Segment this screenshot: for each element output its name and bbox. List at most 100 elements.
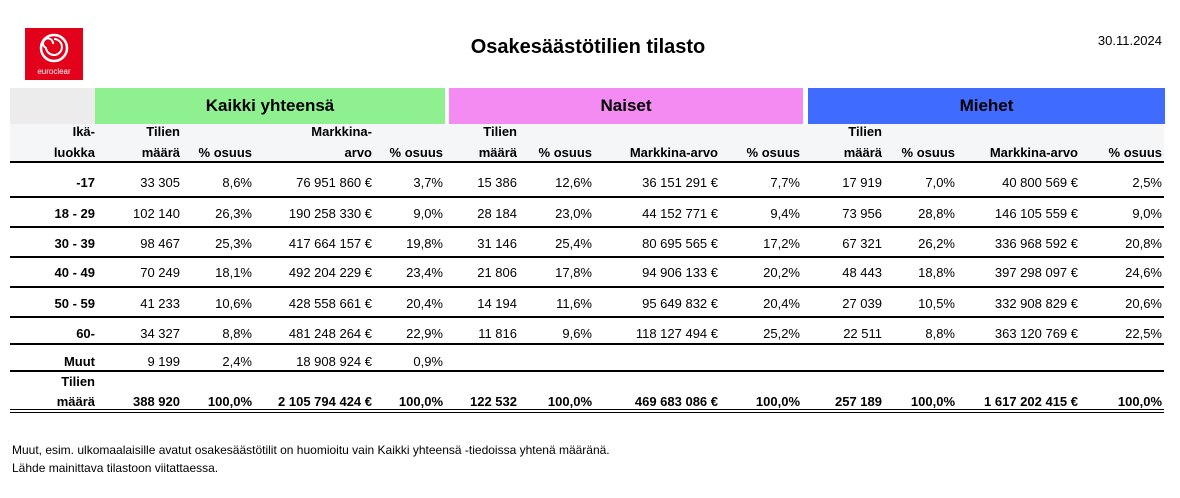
cell: 7,7% xyxy=(770,175,800,190)
cell: 23,0% xyxy=(555,206,592,221)
rule xyxy=(10,412,1164,413)
cell: 9,0% xyxy=(1132,206,1162,221)
group-header: Kaikki yhteensä xyxy=(95,88,445,124)
cell: 28,8% xyxy=(918,206,955,221)
cell: 2,5% xyxy=(1132,175,1162,190)
group-header: Miehet xyxy=(808,88,1165,124)
cell: 2 105 794 424 € xyxy=(278,394,372,409)
column-header: määrä xyxy=(141,145,180,160)
cell: 11,6% xyxy=(556,296,592,311)
row-label: -17 xyxy=(76,175,95,190)
cell: 12,6% xyxy=(555,175,592,190)
cell: 100,0% xyxy=(910,394,955,409)
column-header: arvo xyxy=(344,145,372,160)
cell: 95 649 832 € xyxy=(642,296,718,311)
column-header: määrä xyxy=(478,145,517,160)
cell: 118 127 494 € xyxy=(635,326,718,341)
cell: 336 968 592 € xyxy=(994,236,1078,251)
column-header: Tilien xyxy=(146,124,180,139)
column-header: % osuus xyxy=(746,145,800,160)
cell: 18 908 924 € xyxy=(296,354,372,369)
cell: 26,3% xyxy=(215,206,252,221)
row-label: 40 - 49 xyxy=(54,265,95,280)
cell: 8,8% xyxy=(925,326,955,341)
column-header: määrä xyxy=(843,145,882,160)
header-corner xyxy=(10,88,95,124)
cell: 363 120 769 € xyxy=(994,326,1078,341)
cell: 1 617 202 415 € xyxy=(984,394,1078,409)
cell: 19,8% xyxy=(406,236,443,251)
cell: 21 806 xyxy=(477,265,517,280)
cell: 100,0% xyxy=(207,394,252,409)
column-header: luokka xyxy=(53,145,95,160)
cell: 24,6% xyxy=(1125,265,1162,280)
cell: 76 951 860 € xyxy=(296,175,372,190)
cell: 25,3% xyxy=(215,236,252,251)
cell: 22 511 xyxy=(843,326,882,341)
cell: 26,2% xyxy=(918,236,955,251)
cell: 428 558 661 € xyxy=(288,296,372,311)
cell: 67 321 xyxy=(842,236,882,251)
cell: 48 443 xyxy=(842,265,882,280)
cell: 7,0% xyxy=(925,175,955,190)
cell: 70 249 xyxy=(140,265,180,280)
cell: 20,6% xyxy=(1125,296,1162,311)
cell: 27 039 xyxy=(842,296,882,311)
row-label: 50 - 59 xyxy=(54,296,95,311)
cell: 8,8% xyxy=(222,326,252,341)
cell: 20,2% xyxy=(763,265,800,280)
cell: 146 105 559 € xyxy=(994,206,1078,221)
cell: 397 298 097 € xyxy=(994,265,1078,280)
cell: 190 258 330 € xyxy=(288,206,372,221)
column-header: Markkina-arvo xyxy=(989,145,1078,160)
cell: 18,1% xyxy=(215,265,252,280)
cell: 492 204 229 € xyxy=(288,265,372,280)
cell: 25,2% xyxy=(763,326,800,341)
column-header: % osuus xyxy=(198,145,252,160)
rule xyxy=(10,316,1164,318)
cell: 20,4% xyxy=(763,296,800,311)
cell: 388 920 xyxy=(133,394,180,409)
cell: 44 152 771 € xyxy=(642,206,718,221)
header-band xyxy=(10,124,1164,162)
row-label: Tilien xyxy=(61,374,95,389)
cell: 469 683 086 € xyxy=(634,394,718,409)
rule xyxy=(10,286,1164,288)
cell: 10,6% xyxy=(215,296,252,311)
cell: 9,6% xyxy=(562,326,592,341)
cell: 2,4% xyxy=(222,354,252,369)
cell: 41 233 xyxy=(140,296,180,311)
footnote: Muut, esim. ulkomaalaisille avatut osake… xyxy=(12,443,610,457)
cell: 0,9% xyxy=(413,354,443,369)
cell: 100,0% xyxy=(547,394,592,409)
cell: 17,8% xyxy=(555,265,592,280)
cell: 17 919 xyxy=(842,175,882,190)
cell: 98 467 xyxy=(140,236,180,251)
cell: 23,4% xyxy=(406,265,443,280)
cell: 9 199 xyxy=(147,354,180,369)
row-label: 60- xyxy=(76,326,95,341)
cell: 17,2% xyxy=(763,236,800,251)
column-header: Markkina- xyxy=(311,124,372,139)
column-header: Ikä- xyxy=(72,124,95,139)
cell: 20,8% xyxy=(1125,236,1162,251)
footnote: Lähde mainittava tilastoon viitattaessa. xyxy=(12,461,219,475)
column-header: Markkina-arvo xyxy=(629,145,718,160)
cell: 257 189 xyxy=(835,394,882,409)
date: 30.11.2024 xyxy=(1097,33,1162,48)
cell: 15 386 xyxy=(477,175,517,190)
rule xyxy=(10,256,1164,258)
rule xyxy=(10,343,1164,345)
column-header: Tilien xyxy=(483,124,517,139)
cell: 94 906 133 € xyxy=(642,265,718,280)
cell: 9,0% xyxy=(413,206,443,221)
cell: 22,9% xyxy=(406,326,443,341)
cell: 10,5% xyxy=(918,296,955,311)
cell: 481 248 264 € xyxy=(288,326,372,341)
cell: 73 956 xyxy=(842,206,882,221)
column-header: % osuus xyxy=(1108,145,1162,160)
row-label: 18 - 29 xyxy=(54,206,95,221)
cell: 20,4% xyxy=(406,296,443,311)
